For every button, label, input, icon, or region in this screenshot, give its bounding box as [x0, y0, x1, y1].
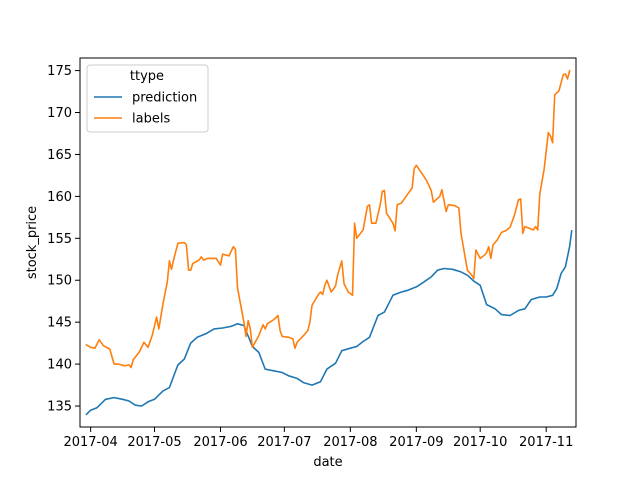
y-tick-label: 145: [47, 316, 72, 331]
x-tick-label: 2017-11: [519, 435, 573, 450]
x-axis-ticks: 2017-04 2017-05 2017-06 2017-07 2017-08 2017-…: [63, 427, 573, 450]
y-tick-label: 140: [47, 358, 72, 373]
axes-layer: [79, 57, 577, 428]
legend-label-prediction: prediction: [132, 91, 197, 106]
x-tick-label: 2017-05: [127, 435, 181, 450]
x-tick-label: 2017-08: [323, 435, 377, 450]
series-layer: [85, 69, 573, 416]
y-tick-label: 150: [47, 274, 72, 289]
y-tick-label: 155: [47, 232, 72, 247]
legend: ttype prediction labels: [86, 64, 209, 133]
plot-frame: [79, 57, 577, 428]
x-tick-label: 2017-07: [257, 435, 311, 450]
y-tick-label: 165: [47, 148, 72, 163]
x-tick-label: 2017-09: [389, 435, 443, 450]
x-tick-label: 2017-04: [63, 435, 117, 450]
y-tick-label: 135: [47, 400, 72, 415]
legend-title: ttype: [130, 69, 164, 84]
y-tick-label: 160: [47, 190, 72, 205]
y-axis-ticks: 135 140 145 150 155 160 165 170 175: [47, 64, 80, 415]
legend-entries: prediction labels: [94, 91, 197, 127]
series-line-prediction: [85, 230, 573, 416]
x-tick-label: 2017-10: [453, 435, 507, 450]
x-tick-label: 2017-06: [193, 435, 247, 450]
legend-box: [86, 64, 209, 133]
y-tick-label: 175: [47, 64, 72, 79]
y-axis-label: stock_price: [25, 206, 40, 279]
legend-label-labels: labels: [132, 112, 170, 127]
x-axis-label: date: [313, 455, 342, 470]
y-tick-label: 170: [47, 106, 72, 121]
series-line-labels: [85, 69, 571, 369]
